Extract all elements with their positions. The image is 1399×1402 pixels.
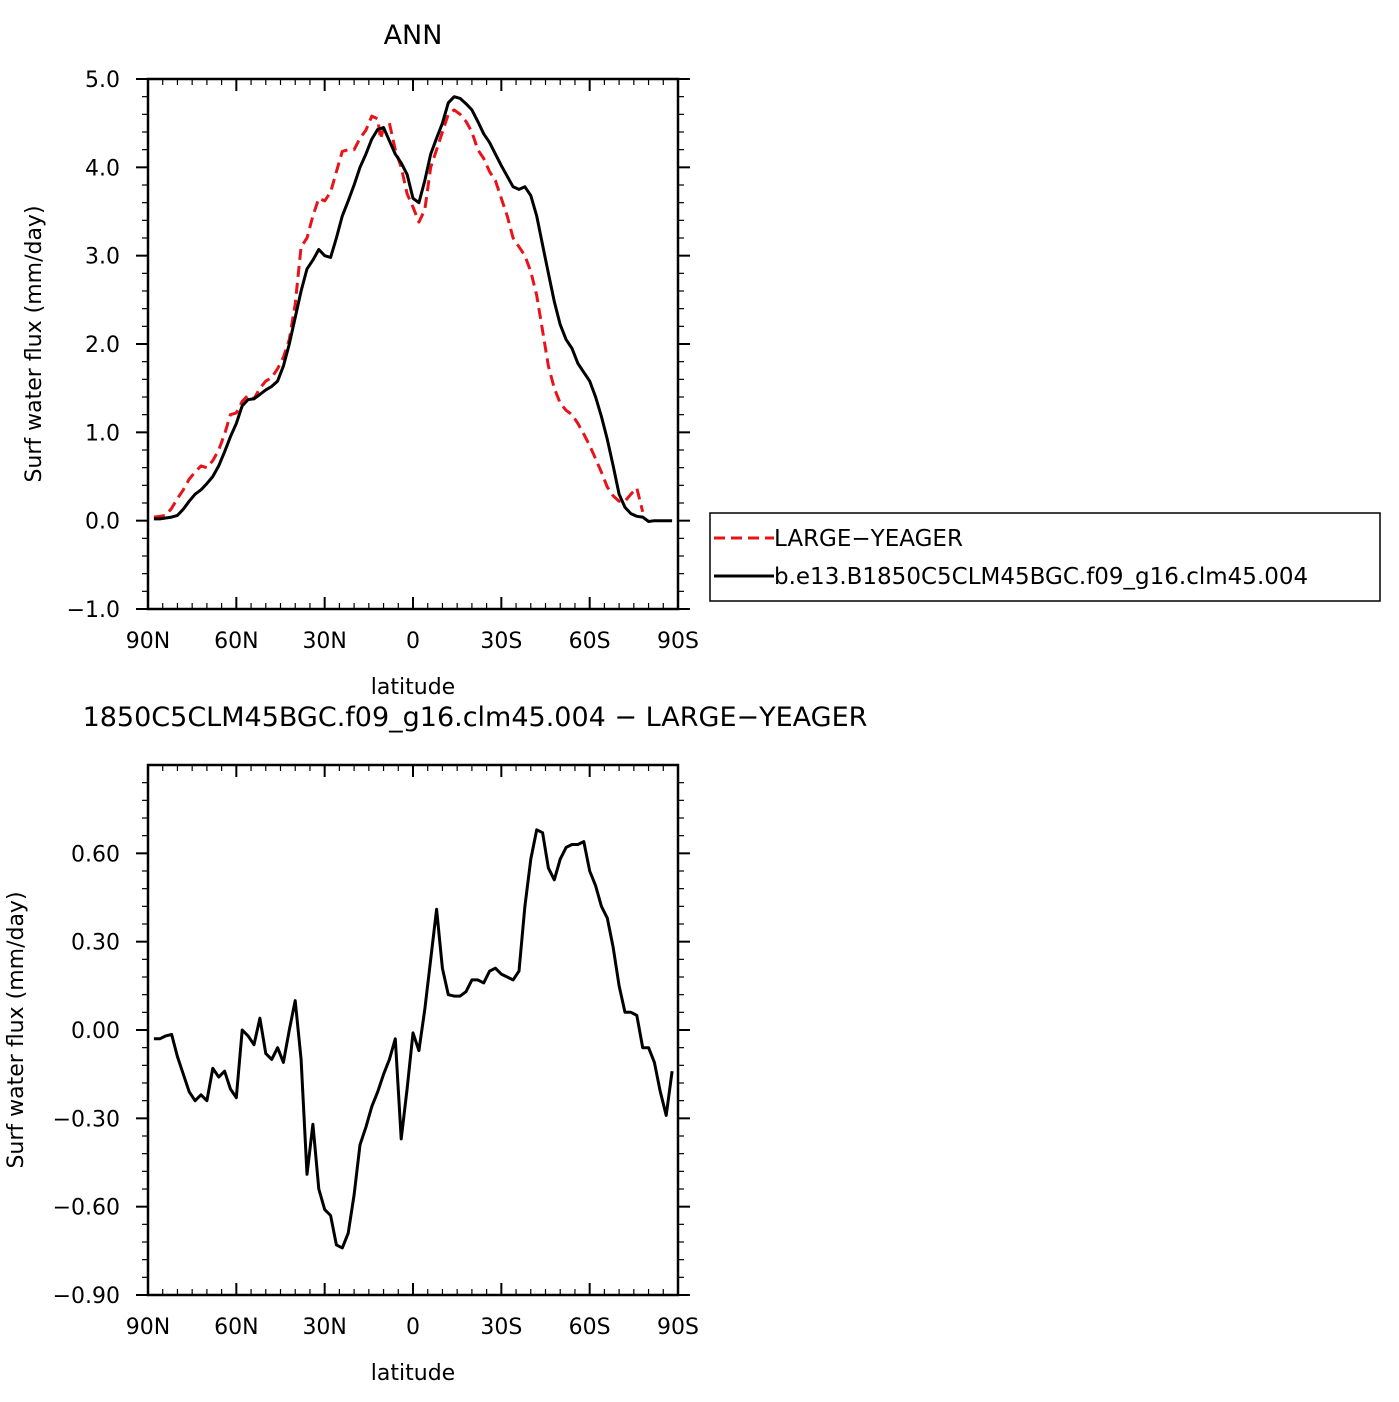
bottom-chart: 1850C5CLM45BGC.f09_g16.clm45.004 − LARGE… xyxy=(4,702,867,1386)
y-tick-label: 1.0 xyxy=(85,421,120,446)
top-chart-tick-labels: 90N 60N 30N 0 30S 60S 90S −1.0 0.0 1.0 2.0 3.0 4.0 5.… xyxy=(67,68,699,654)
bottom-chart-series xyxy=(153,828,674,1250)
top-chart-title: ANN xyxy=(384,20,443,51)
bottom-chart-ylabel: Surf water flux (mm/day) xyxy=(4,891,29,1168)
x-tick-label: 90S xyxy=(657,629,699,654)
y-tick-label: −1.0 xyxy=(67,598,120,623)
series-line-large-yeager xyxy=(153,108,645,519)
y-tick-label: 3.0 xyxy=(85,245,120,270)
series-line-difference xyxy=(153,828,674,1250)
x-tick-label: 60N xyxy=(214,629,258,654)
y-tick-label: −0.30 xyxy=(53,1107,120,1132)
x-tick-label: 60N xyxy=(214,1315,258,1340)
x-tick-label: 0 xyxy=(406,629,420,654)
x-tick-label: 60S xyxy=(569,1315,611,1340)
top-chart-frame xyxy=(146,77,680,611)
bottom-chart-frame xyxy=(146,763,680,1297)
legend: LARGE−YEAGER b.e13.B1850C5CLM45BGC.f09_g… xyxy=(709,512,1381,602)
x-tick-label: 30S xyxy=(480,629,522,654)
bottom-chart-title: 1850C5CLM45BGC.f09_g16.clm45.004 − LARGE… xyxy=(83,702,868,733)
x-tick-label: 90S xyxy=(657,1315,699,1340)
x-tick-label: 30S xyxy=(480,1315,522,1340)
x-tick-label: 0 xyxy=(406,1315,420,1340)
bottom-chart-ticks xyxy=(136,765,690,1296)
y-tick-label: 2.0 xyxy=(85,333,120,358)
y-tick-label: 0.60 xyxy=(71,842,120,867)
bottom-chart-xlabel: latitude xyxy=(371,1361,455,1386)
top-chart-ticks xyxy=(136,78,690,610)
legend-label-large-yeager: LARGE−YEAGER xyxy=(774,526,963,552)
x-tick-label: 60S xyxy=(569,629,611,654)
y-tick-label: 0.00 xyxy=(71,1019,120,1044)
legend-label-model: b.e13.B1850C5CLM45BGC.f09_g16.clm45.004 xyxy=(774,564,1308,590)
y-tick-label: 4.0 xyxy=(85,156,120,181)
legend-box xyxy=(709,512,1381,602)
bottom-chart-tick-labels: 90N 60N 30N 0 30S 60S 90S −0.90 −0.60 −0.30 0.00 0.… xyxy=(53,842,699,1340)
y-tick-label: −0.60 xyxy=(53,1196,120,1221)
top-chart: ANN 90N 60N 30N 0 30S 60S 90S −1.0 0.0 1.0 2.0 3.0 4… xyxy=(22,20,699,700)
x-tick-label: 30N xyxy=(302,1315,346,1340)
y-tick-label: 5.0 xyxy=(85,68,120,93)
top-chart-ylabel: Surf water flux (mm/day) xyxy=(22,205,47,482)
y-tick-label: 0.30 xyxy=(71,931,120,956)
x-tick-label: 90N xyxy=(126,629,170,654)
x-tick-label: 90N xyxy=(126,1315,170,1340)
y-tick-label: −0.90 xyxy=(53,1284,120,1309)
x-tick-label: 30N xyxy=(302,629,346,654)
series-line-model xyxy=(153,95,673,523)
top-chart-xlabel: latitude xyxy=(371,675,455,700)
y-tick-label: 0.0 xyxy=(85,510,120,535)
top-chart-series xyxy=(153,95,673,523)
